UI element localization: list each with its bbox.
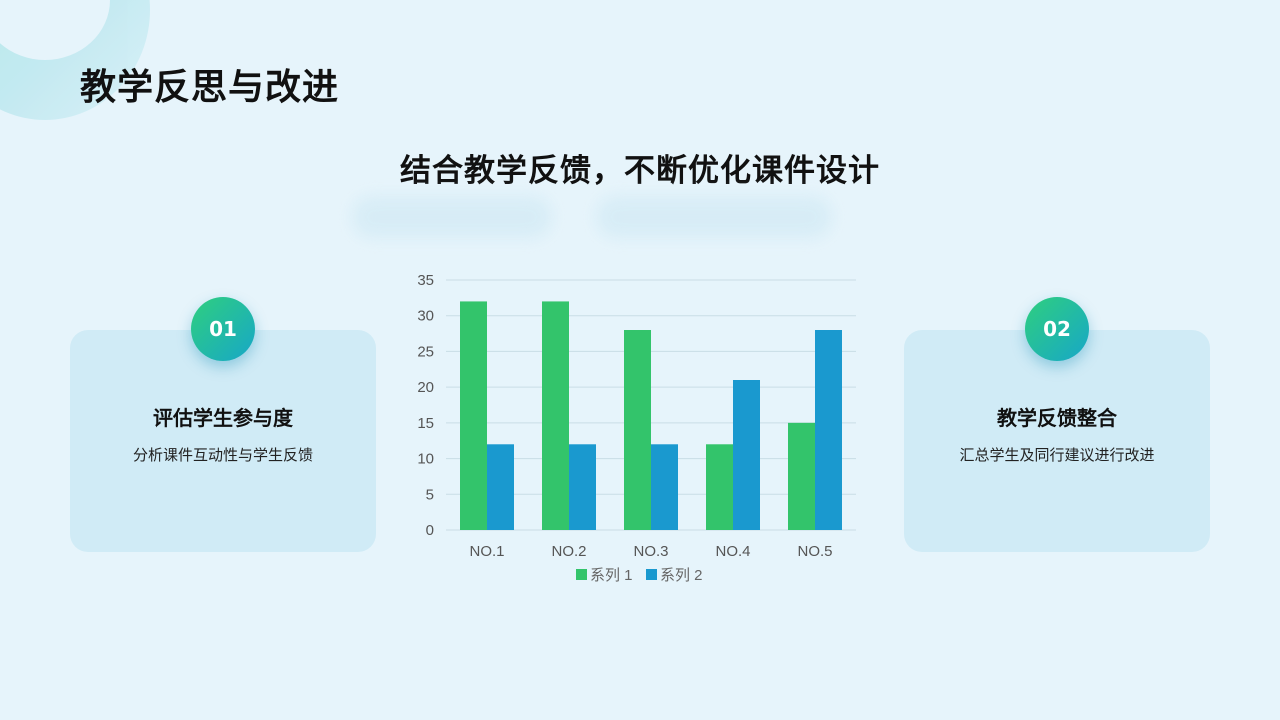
card-number-badge-02: 02 <box>1025 297 1089 361</box>
y-tick-label: 15 <box>417 415 434 432</box>
bar-series-1-NO.3 <box>624 330 651 530</box>
bar-series-2-NO.2 <box>569 444 596 530</box>
bar-series-1-NO.2 <box>542 301 569 530</box>
y-tick-label: 10 <box>417 451 434 468</box>
page-title: 教学反思与改进 <box>80 67 340 108</box>
decorative-blur-bar-left <box>352 196 552 238</box>
legend-label-2: 系列 2 <box>660 567 703 584</box>
decorative-blur-bar-right <box>596 196 832 238</box>
x-tick-label: NO.5 <box>797 543 832 560</box>
bar-series-1-NO.1 <box>460 301 487 530</box>
bar-series-2-NO.3 <box>651 444 678 530</box>
y-tick-label: 25 <box>417 343 434 360</box>
card-title: 评估学生参与度 <box>153 406 293 430</box>
chart-legend: 系列 1 系列 2 <box>576 567 703 584</box>
decorative-corner-ring <box>0 0 150 120</box>
x-tick-label: NO.4 <box>715 543 750 560</box>
chart-x-axis-ticks: NO.1 NO.2 NO.3 NO.4 NO.5 <box>469 543 832 560</box>
card-description: 汇总学生及同行建议进行改进 <box>959 446 1155 464</box>
bar-series-2-NO.1 <box>487 444 514 530</box>
bar-series-2-NO.5 <box>815 330 842 530</box>
x-tick-label: NO.1 <box>469 543 504 560</box>
y-tick-label: 5 <box>426 486 434 503</box>
card-description: 分析课件互动性与学生反馈 <box>132 446 313 464</box>
bar-series-2-NO.4 <box>733 380 760 530</box>
bar-series-1-NO.4 <box>706 444 733 530</box>
legend-label-1: 系列 1 <box>590 567 633 584</box>
card-student-engagement: 评估学生参与度 分析课件互动性与学生反馈 <box>70 330 376 552</box>
slide-subtitle: 结合教学反馈，不断优化课件设计 <box>400 153 880 189</box>
bar-series-1-NO.5 <box>788 422 815 530</box>
y-tick-label: 30 <box>417 308 434 325</box>
y-tick-label: 20 <box>417 379 434 396</box>
x-tick-label: NO.3 <box>633 543 668 560</box>
y-tick-label: 0 <box>426 522 434 539</box>
card-title: 教学反馈整合 <box>997 406 1117 430</box>
card-number-badge-01: 01 <box>191 297 255 361</box>
legend-swatch-1 <box>576 569 587 580</box>
x-tick-label: NO.2 <box>551 543 586 560</box>
chart-bars <box>460 301 842 530</box>
bar-chart: 0 5 10 15 20 25 30 35 NO.1 NO.2 NO.3 NO.4 NO.5 系列 1… <box>417 272 856 584</box>
y-tick-label: 35 <box>417 272 434 289</box>
legend-swatch-2 <box>646 569 657 580</box>
card-feedback-integration: 教学反馈整合 汇总学生及同行建议进行改进 <box>904 330 1210 552</box>
chart-y-axis-ticks: 0 5 10 15 20 25 30 35 <box>417 272 434 539</box>
